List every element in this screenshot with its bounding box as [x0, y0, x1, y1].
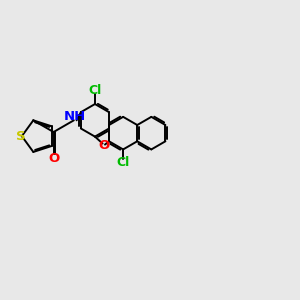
Text: NH: NH [63, 110, 86, 123]
Text: Cl: Cl [88, 84, 102, 98]
Text: O: O [98, 140, 110, 152]
Text: Cl: Cl [116, 156, 130, 169]
Text: O: O [48, 152, 59, 165]
Text: S: S [16, 130, 25, 142]
